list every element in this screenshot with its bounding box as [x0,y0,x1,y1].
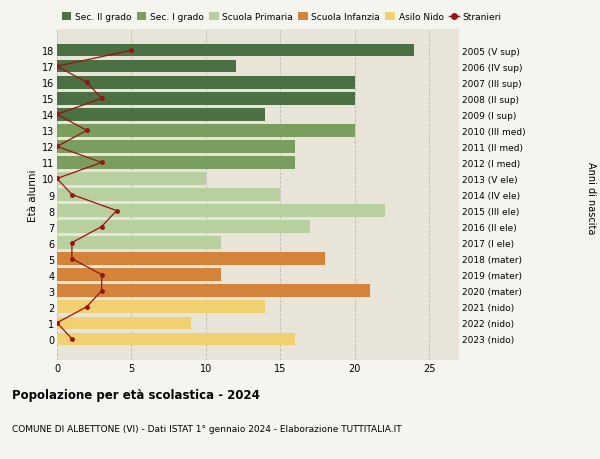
Bar [57,253,325,265]
Bar [57,61,236,73]
Bar [57,93,355,105]
Bar [57,333,295,345]
Y-axis label: Età alunni: Età alunni [28,169,38,221]
Bar [57,301,265,313]
Bar [57,221,310,233]
Bar [57,141,295,153]
Bar [57,109,265,121]
Bar [57,285,370,297]
Bar [57,189,280,202]
Legend: Sec. II grado, Sec. I grado, Scuola Primaria, Scuola Infanzia, Asilo Nido, Stran: Sec. II grado, Sec. I grado, Scuola Prim… [62,13,501,22]
Text: COMUNE DI ALBETTONE (VI) - Dati ISTAT 1° gennaio 2024 - Elaborazione TUTTITALIA.: COMUNE DI ALBETTONE (VI) - Dati ISTAT 1°… [12,425,401,434]
Bar [57,77,355,90]
Bar [57,205,385,217]
Bar [57,269,221,281]
Bar [57,45,415,57]
Bar [57,317,191,329]
Bar [57,237,221,249]
Bar [57,173,206,185]
Bar [57,157,295,169]
Bar [57,125,355,137]
Text: Popolazione per età scolastica - 2024: Popolazione per età scolastica - 2024 [12,388,260,401]
Text: Anni di nascita: Anni di nascita [586,161,596,234]
